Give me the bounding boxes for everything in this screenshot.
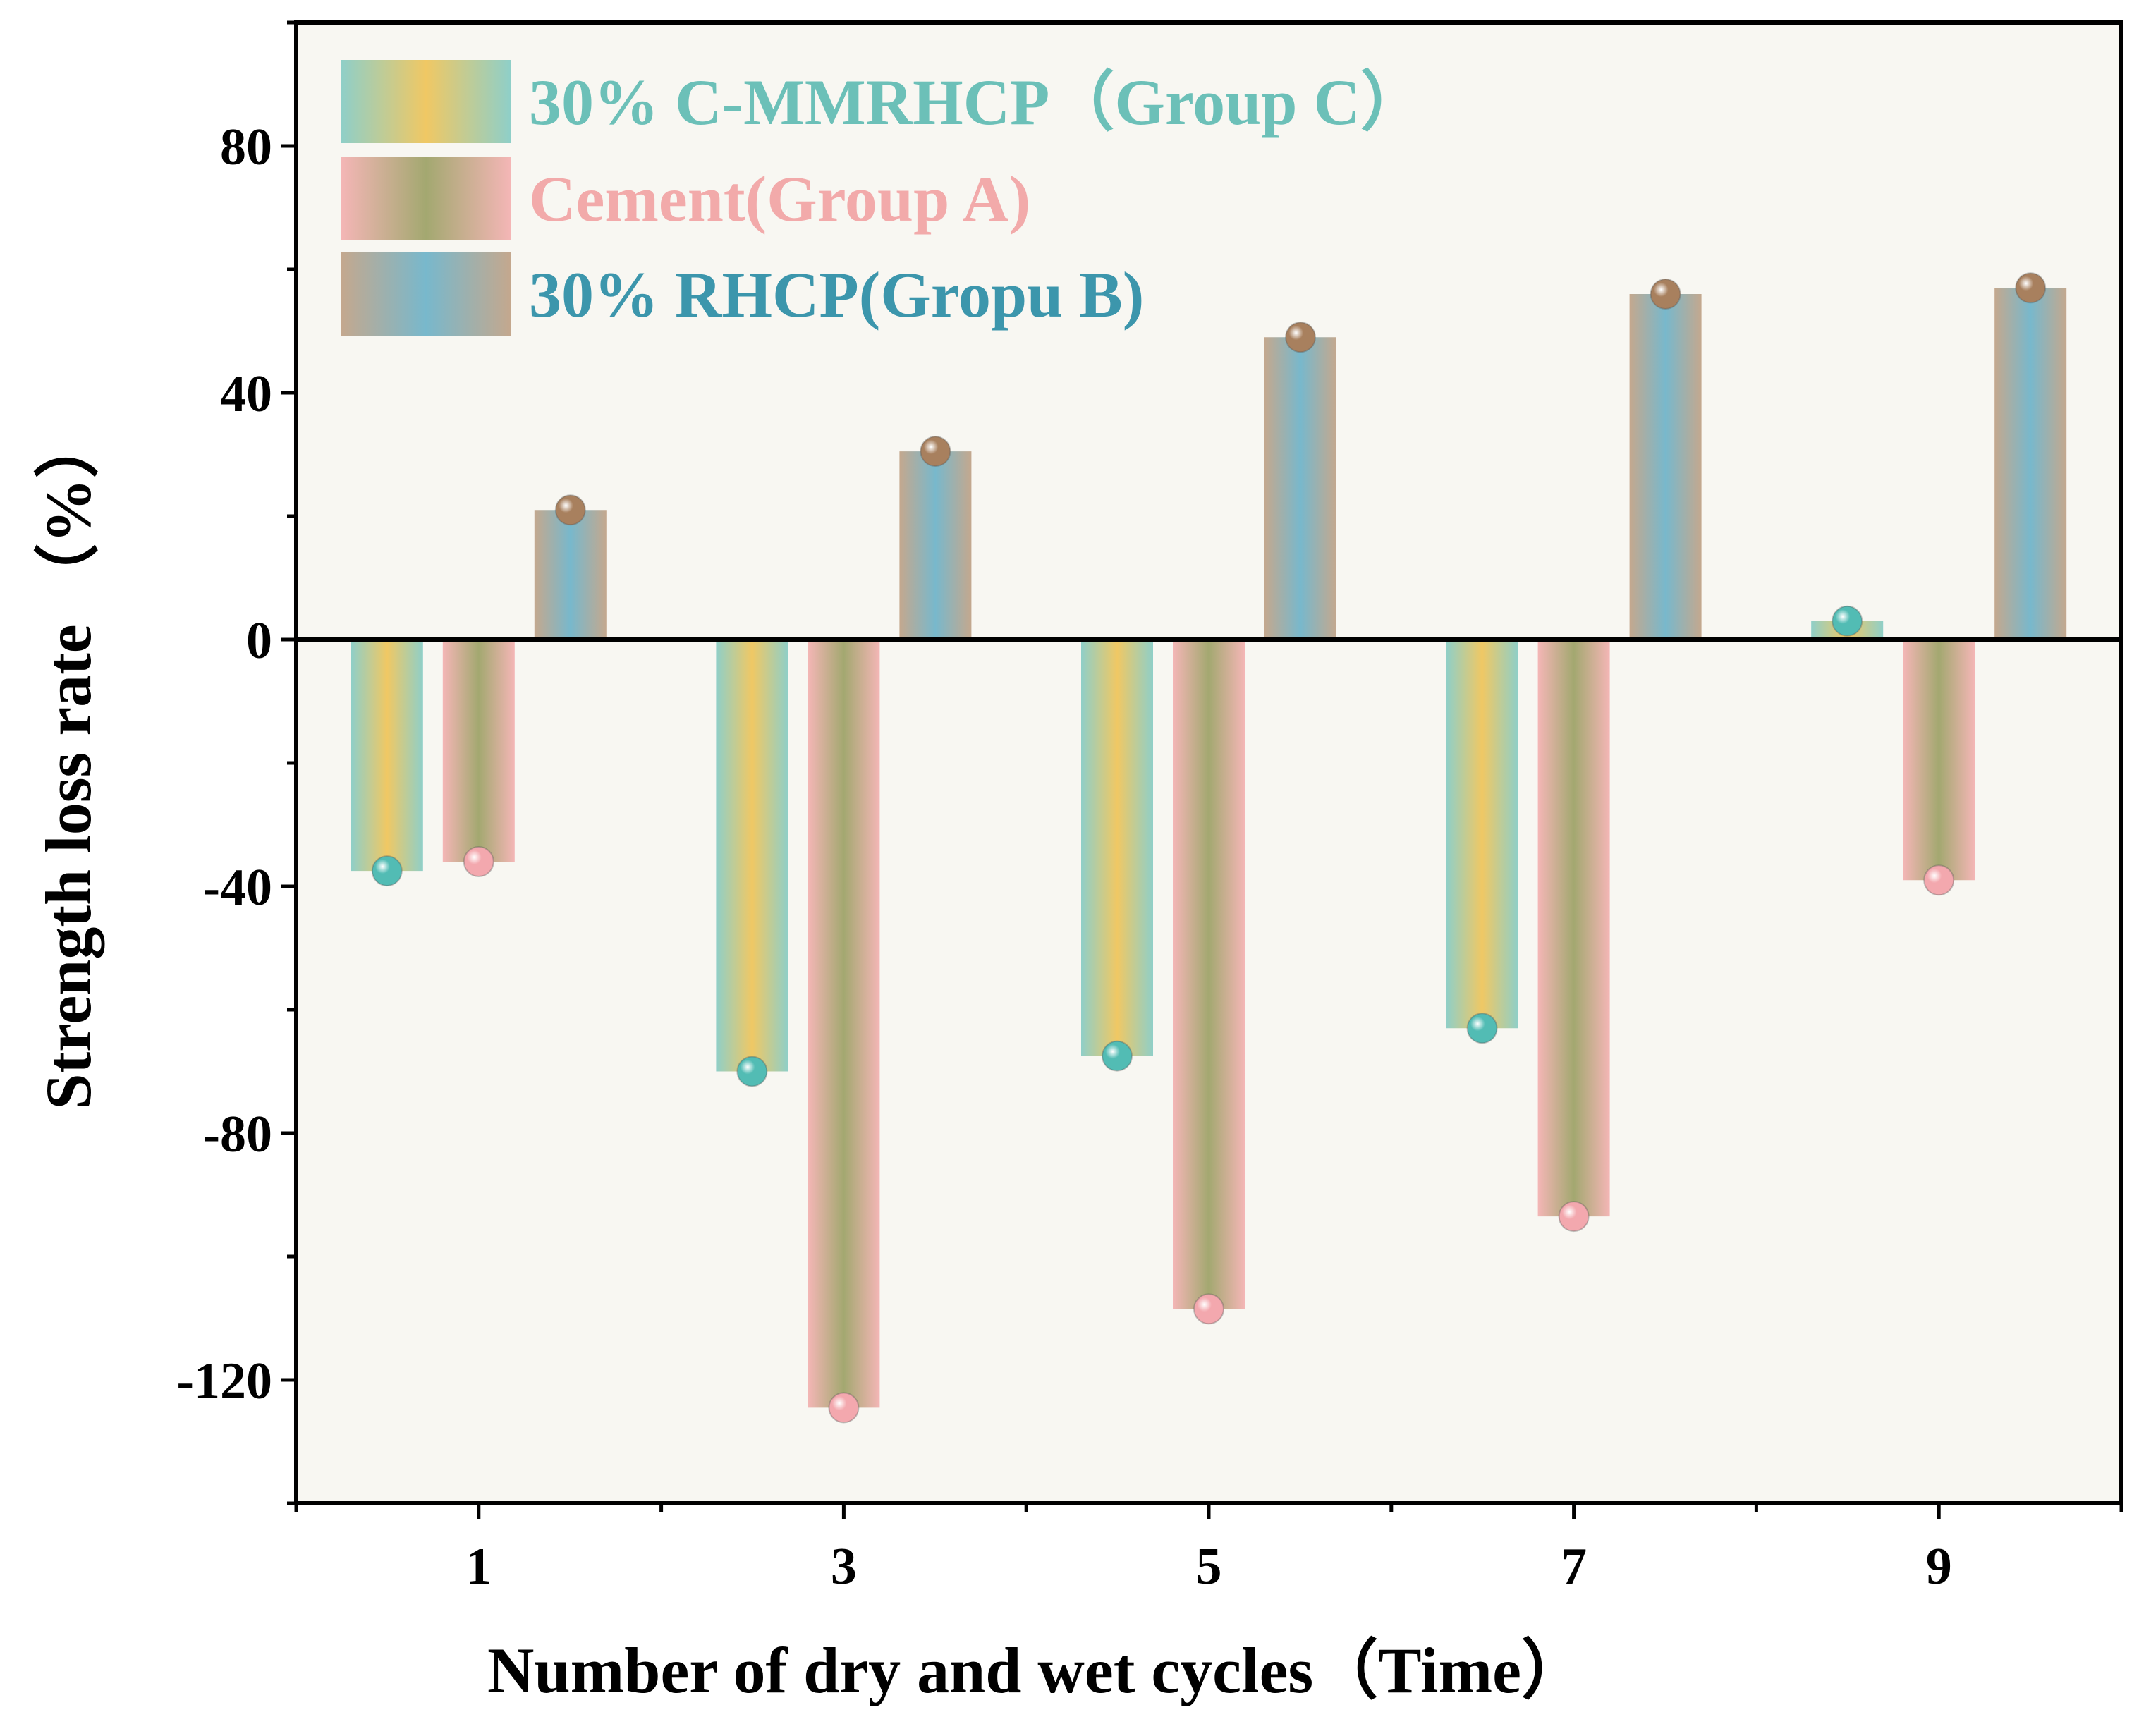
marker-s1-c4 [1923,864,1955,896]
bar-s1-c2 [1173,640,1245,1309]
x-tick-label: 1 [465,1538,492,1596]
marker-s0-c0 [371,855,403,887]
y-tick-label: -80 [202,1106,272,1163]
bar-s0-c0 [351,640,423,872]
marker-s1-c2 [1193,1293,1224,1325]
x-axis-title: Number of dry and wet cycles（Time） [487,1634,1586,1706]
bar-s2-c4 [1994,288,2067,640]
marker-s0-c1 [736,1056,768,1087]
bar-s2-c0 [534,510,607,640]
bar-group [351,288,2067,1408]
legend-swatch-1 [341,157,511,240]
bar-s0-c1 [716,640,788,1072]
marker-s0-c3 [1466,1013,1498,1044]
x-tick-label: 9 [1926,1538,1952,1596]
y-tick-label: -120 [176,1352,272,1410]
marker-group [371,272,2047,1424]
marker-s1-c1 [828,1392,860,1424]
marker-s2-c4 [2015,272,2047,304]
legend-label-2: 30% RHCP(Gropu B) [529,259,1144,331]
x-tick-label: 3 [831,1538,857,1596]
bar-s0-c2 [1081,640,1153,1056]
bar-s1-c0 [442,640,515,862]
x-tick-label: 5 [1196,1538,1222,1596]
legend-swatch-2 [341,252,511,336]
x-tick-label: 7 [1561,1538,1587,1596]
marker-s0-c2 [1102,1040,1133,1072]
marker-s0-c4 [1832,605,1863,637]
bar-s1-c3 [1537,640,1610,1217]
bar-s2-c2 [1264,337,1336,640]
legend: 30% C-MMRHCP（Group C） Cement(Group A) 30% … [341,60,1425,336]
legend-label-0: 30% C-MMRHCP（Group C） [529,66,1425,138]
y-axis-title: Strength loss rate （%） [32,413,104,1109]
marker-s1-c0 [463,846,494,877]
legend-label-1: Cement(Group A) [529,163,1030,235]
y-tick-label: 0 [246,612,272,670]
y-axis: -120 -80 -40 0 40 80 [176,20,296,1505]
bar-s1-c4 [1903,640,1975,881]
marker-s2-c1 [920,436,951,467]
y-tick-label: -40 [202,859,272,917]
marker-s2-c2 [1285,322,1316,353]
bar-s0-c3 [1446,640,1518,1029]
marker-s1-c3 [1558,1201,1590,1233]
y-tick-label: 80 [220,118,272,176]
legend-swatch-0 [341,60,511,143]
y-tick-label: 40 [220,365,272,423]
bar-s2-c3 [1629,294,1702,640]
marker-s2-c0 [554,494,586,526]
bar-s2-c1 [899,451,972,640]
x-axis: 1 3 5 7 9 [294,1503,2123,1596]
marker-s2-c3 [1650,279,1681,310]
bar-s1-c1 [808,640,880,1408]
